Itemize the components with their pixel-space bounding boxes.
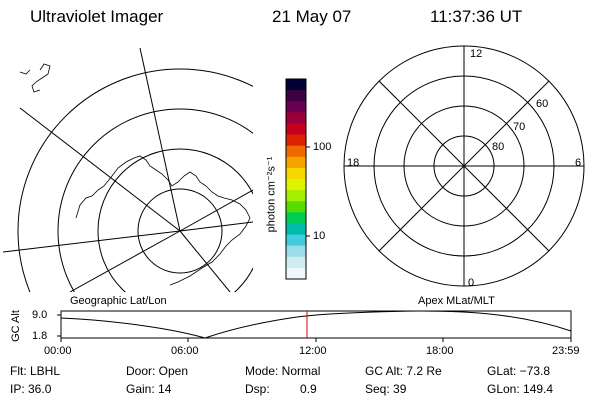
polar-lat-80: 80 xyxy=(492,141,505,153)
info-glon: GLon: 149.4 xyxy=(487,382,554,396)
info-seq: Seq: 39 xyxy=(365,382,407,396)
info-gc-alt: GC Alt: 7.2 Re xyxy=(365,364,442,378)
colorbar-swatch xyxy=(286,123,306,136)
altitude-xtick-0600: 06:00 xyxy=(171,345,199,357)
geo-meridian-3 xyxy=(3,230,181,253)
geo-coastline-2 xyxy=(31,63,51,93)
geo-meridian-4 xyxy=(69,230,181,292)
geo-map-caption: Geographic Lat/Lon xyxy=(70,295,167,307)
polar-mlt-0: 0 xyxy=(468,277,475,289)
time-label: 11:37:36 UT xyxy=(430,7,523,26)
altitude-xtick-0000: 00:00 xyxy=(44,345,72,357)
polar-plot-caption: Apex MLat/MLT xyxy=(418,295,495,307)
altitude-ytick-9: 9.0 xyxy=(32,309,48,321)
date-label: 21 May 07 xyxy=(272,7,352,26)
colorbar-label-100: 100 xyxy=(313,141,332,153)
colorbar-swatch xyxy=(286,134,306,147)
colorbar-swatch xyxy=(286,90,306,102)
geo-lat-circle-1 xyxy=(137,188,223,274)
altitude-xtick-1200: 12:00 xyxy=(299,345,327,357)
geo-lat-circle-2 xyxy=(97,148,253,292)
colorbar-swatch xyxy=(286,234,306,247)
info-door: Door: Open xyxy=(126,364,189,378)
colorbar-swatch xyxy=(286,201,306,213)
colorbar-swatch xyxy=(286,179,306,191)
polar-mlt-12: 12 xyxy=(470,48,483,60)
colorbar-swatch xyxy=(286,79,306,91)
colorbar-bar xyxy=(286,79,306,280)
geo-meridian-2 xyxy=(19,107,181,232)
polar-lat-60: 60 xyxy=(536,98,549,110)
altitude-ytick-1.8: 1.8 xyxy=(32,330,48,342)
geo-meridian-5 xyxy=(179,230,231,292)
colorbar-swatch xyxy=(286,145,306,158)
colorbar-unit-label: photon cm⁻²s⁻¹ xyxy=(265,156,278,233)
info-dsp-value: 0.9 xyxy=(300,382,317,396)
polar-mlt-6: 6 xyxy=(575,157,582,169)
polar-plot xyxy=(343,45,585,287)
altitude-xtick-1800: 18:00 xyxy=(426,345,454,357)
geo-coastline xyxy=(75,155,251,286)
geographic-map xyxy=(3,48,253,292)
colorbar-swatch xyxy=(286,190,306,202)
colorbar-swatch xyxy=(286,112,306,124)
info-glat: GLat: −73.8 xyxy=(487,364,551,378)
app-title: Ultraviolet Imager xyxy=(30,7,164,26)
geo-meridian-6 xyxy=(179,221,253,232)
colorbar-swatch xyxy=(286,245,306,258)
info-mode: Mode: Normal xyxy=(245,364,321,378)
colorbar-swatch xyxy=(286,212,306,224)
polar-mlt-18: 18 xyxy=(347,157,360,169)
info-dsp-label: Dsp: xyxy=(245,382,270,396)
geo-lat-circle-3 xyxy=(57,108,253,292)
altitude-xtick-2359: 23:59 xyxy=(552,345,580,357)
colorbar-swatch xyxy=(286,223,306,236)
colorbar-swatch xyxy=(286,267,306,280)
geo-coastline-3 xyxy=(19,69,31,75)
geo-meridian-1 xyxy=(139,48,181,232)
colorbar-swatch xyxy=(286,256,306,269)
polar-diagonal-2 xyxy=(378,80,550,252)
polar-lat-70: 70 xyxy=(513,121,526,133)
colorbar-swatch xyxy=(286,101,306,113)
info-flt: Flt: LBHL xyxy=(10,364,61,378)
info-gain: Gain: 14 xyxy=(126,382,172,396)
colorbar-swatch xyxy=(286,167,306,180)
colorbar-swatch xyxy=(286,156,306,169)
info-ip: IP: 36.0 xyxy=(10,382,52,396)
geo-lat-circle-4 xyxy=(17,68,253,292)
colorbar-label-10: 10 xyxy=(313,230,326,242)
altitude-y-label: GC Alt xyxy=(10,310,22,342)
altitude-curve xyxy=(60,310,572,339)
geo-meridian-7 xyxy=(179,189,253,232)
colorbar-frame xyxy=(285,78,307,280)
